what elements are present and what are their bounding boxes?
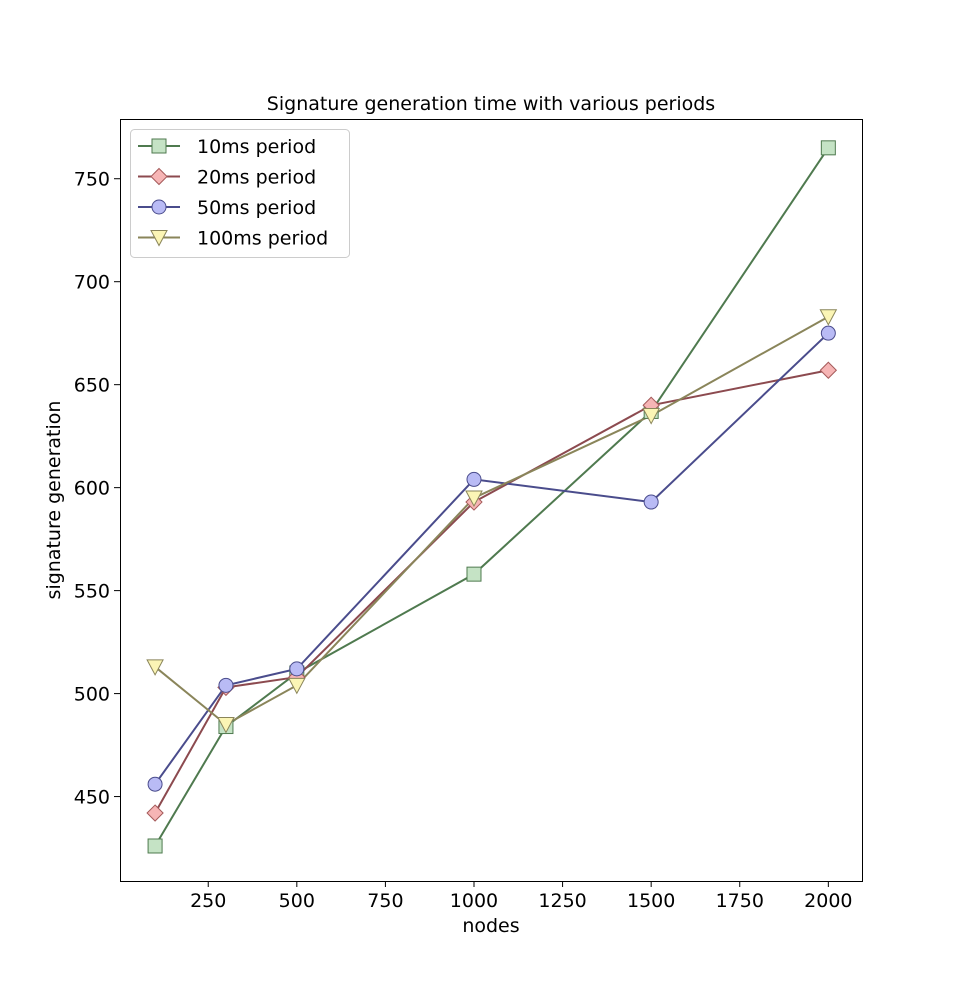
x-tick-label: 2000: [804, 890, 852, 912]
x-tick-label: 1250: [538, 890, 586, 912]
data-point-series-3: [466, 471, 482, 487]
x-tick-label: 1500: [627, 890, 675, 912]
axis-ticks: 250 500 750 1000 1250 1500 1750 2000 450 500 550 60…: [74, 169, 853, 912]
legend-frame: [130, 129, 350, 258]
data-point-series-1: [466, 566, 482, 582]
data-point-series-3: [643, 494, 659, 510]
data-point-series-4: [287, 677, 306, 695]
data-point-series-1: [820, 140, 836, 156]
series-markers: [146, 140, 838, 854]
plot-area-frame: [120, 119, 863, 882]
x-tick-label: 500: [279, 890, 315, 912]
legend-label: 100ms period: [197, 228, 328, 250]
legend-marker: [151, 138, 167, 154]
legend-label: 10ms period: [197, 136, 316, 158]
series-line-3: [154, 332, 830, 785]
legend-label: 20ms period: [197, 167, 316, 189]
legend: 10ms period 20ms period 50ms period 100ms p…: [130, 129, 350, 258]
y-tick-label: 600: [74, 478, 110, 500]
y-tick-label: 750: [74, 169, 110, 191]
y-tick-label: 500: [74, 684, 110, 706]
data-point-series-4: [819, 309, 838, 326]
y-tick-label: 450: [74, 787, 110, 809]
x-tick-label: 250: [190, 890, 226, 912]
x-tick-label: 750: [367, 890, 403, 912]
data-point-series-4: [465, 490, 483, 508]
data-point-series-3: [147, 776, 163, 792]
data-point-series-1: [147, 838, 163, 854]
data-point-series-2: [146, 804, 164, 822]
data-point-series-2: [819, 361, 838, 379]
data-point-series-4: [642, 408, 660, 425]
data-point-series-3: [289, 661, 305, 677]
x-tick-label: 1750: [716, 890, 764, 912]
y-axis-label: signature generation: [43, 401, 65, 600]
data-point-series-3: [820, 325, 836, 341]
data-point-series-3: [218, 677, 234, 693]
data-point-series-4: [217, 716, 235, 734]
series-lines: [154, 147, 830, 847]
series-line-2: [154, 369, 829, 814]
y-tick-label: 550: [74, 581, 110, 603]
x-axis-label: nodes: [462, 915, 519, 937]
legend-marker: [151, 199, 167, 215]
legend-label: 50ms period: [197, 197, 316, 219]
chart-title: Signature generation time with various p…: [267, 93, 715, 115]
series-line-1: [154, 147, 830, 847]
y-tick-label: 650: [74, 375, 110, 397]
legend-marker: [150, 167, 168, 186]
data-point-series-4: [146, 659, 164, 676]
y-tick-label: 700: [74, 272, 110, 294]
series-line-4: [154, 315, 829, 726]
legend-marker: [150, 230, 168, 247]
x-tick-label: 1000: [450, 890, 498, 912]
